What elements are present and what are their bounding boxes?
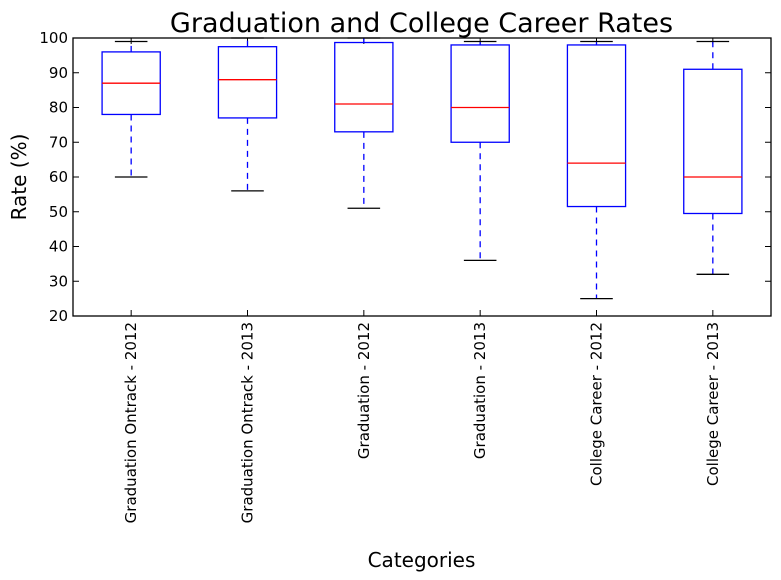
box-group: College Career - 2013 (683, 38, 743, 486)
y-tick-label: 60 (49, 168, 68, 186)
y-tick-label: 40 (49, 238, 68, 256)
box-group: College Career - 2012 (566, 38, 627, 486)
x-tick-label: Graduation - 2012 (355, 322, 373, 459)
box-rect (683, 68, 743, 215)
box-rect (217, 46, 278, 119)
y-axis-title: Rate (%) (7, 134, 31, 221)
y-tick-label: 30 (49, 272, 68, 290)
x-tick-label: Graduation - 2013 (471, 322, 489, 459)
x-axis-title: Categories (368, 548, 476, 572)
x-tick-label: Graduation Ontrack - 2013 (239, 322, 257, 523)
box-group: Graduation Ontrack - 2013 (217, 37, 278, 523)
box-group: Graduation Ontrack - 2012 (101, 38, 161, 523)
x-tick-label: College Career - 2012 (588, 322, 606, 486)
y-tick-label: 20 (49, 307, 68, 325)
box-group: Graduation - 2012 (334, 37, 394, 459)
chart-title: Graduation and College Career Rates (170, 8, 673, 39)
y-tick-label: 100 (39, 29, 68, 47)
box-rect (334, 41, 394, 133)
y-tick-label: 90 (49, 64, 68, 82)
x-tick-label: Graduation Ontrack - 2012 (122, 322, 140, 523)
plot-area: 20 30 40 50 60 70 80 90 100 Graduation Ontrack - … (39, 29, 772, 523)
box-rect (450, 44, 510, 143)
box-group: Graduation - 2013 (450, 38, 510, 459)
axes-frame (72, 37, 772, 317)
box-rect (566, 44, 627, 208)
x-tick-label: College Career - 2013 (704, 322, 722, 486)
y-tick-label: 50 (49, 203, 68, 221)
y-tick-label: 70 (49, 133, 68, 151)
y-tick-label: 80 (49, 99, 68, 117)
